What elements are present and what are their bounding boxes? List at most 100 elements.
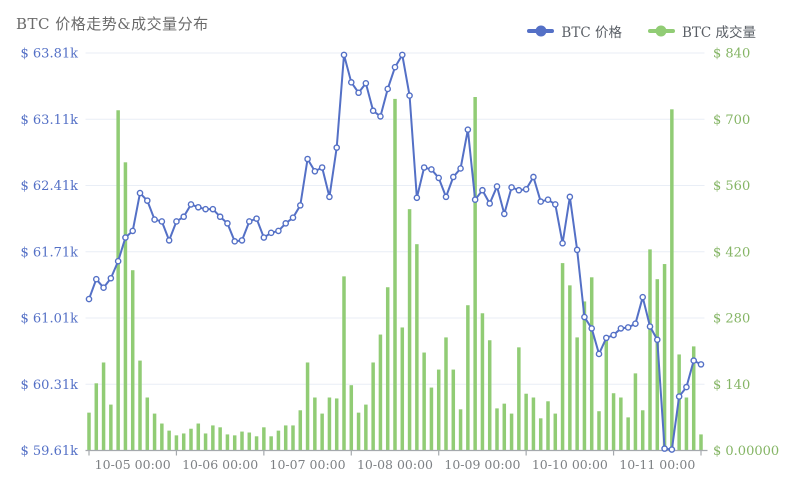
volume-bar[interactable] — [101, 362, 106, 451]
price-marker[interactable] — [632, 320, 639, 327]
volume-bar[interactable] — [225, 434, 230, 451]
volume-bar[interactable] — [130, 270, 135, 451]
price-marker[interactable] — [296, 202, 304, 209]
volume-bar[interactable] — [152, 413, 157, 451]
price-marker[interactable] — [697, 361, 705, 368]
price-marker[interactable] — [129, 227, 137, 235]
price-marker[interactable] — [413, 194, 421, 202]
price-marker[interactable] — [326, 193, 333, 201]
price-marker[interactable] — [588, 325, 596, 332]
volume-bar[interactable] — [298, 410, 303, 451]
volume-bar[interactable] — [553, 413, 558, 451]
volume-bar[interactable] — [597, 411, 601, 451]
volume-bar[interactable] — [356, 412, 361, 451]
volume-bar[interactable] — [415, 244, 419, 451]
volume-bar[interactable] — [444, 337, 448, 451]
price-marker[interactable] — [530, 173, 537, 181]
price-marker[interactable] — [187, 201, 195, 208]
volume-bar[interactable] — [436, 369, 441, 451]
volume-bar[interactable] — [611, 393, 616, 451]
volume-bar[interactable] — [648, 249, 652, 451]
price-marker[interactable] — [304, 155, 311, 163]
price-marker[interactable] — [595, 350, 603, 358]
price-marker[interactable] — [544, 196, 552, 203]
price-marker[interactable] — [267, 229, 275, 237]
price-marker[interactable] — [100, 284, 107, 292]
price-marker[interactable] — [85, 295, 93, 303]
price-marker[interactable] — [639, 293, 647, 301]
volume-bar[interactable] — [313, 397, 317, 451]
volume-bar[interactable] — [254, 436, 259, 451]
price-marker[interactable] — [355, 89, 362, 97]
volume-bar[interactable] — [458, 409, 463, 451]
volume-bar[interactable] — [531, 397, 536, 451]
volume-bar[interactable] — [174, 435, 179, 451]
volume-bar[interactable] — [371, 362, 375, 451]
volume-bar[interactable] — [640, 410, 645, 451]
volume-bar[interactable] — [575, 337, 579, 451]
volume-bar[interactable] — [604, 339, 609, 451]
price-marker[interactable] — [347, 79, 355, 86]
price-marker[interactable] — [464, 126, 472, 133]
price-marker[interactable] — [282, 220, 290, 227]
volume-bar[interactable] — [407, 209, 412, 451]
price-marker[interactable] — [522, 185, 530, 193]
volume-bar[interactable] — [655, 279, 660, 451]
volume-bar[interactable] — [538, 418, 543, 451]
price-marker[interactable] — [610, 331, 617, 339]
volume-bar[interactable] — [422, 352, 426, 451]
price-marker[interactable] — [500, 210, 508, 218]
price-marker[interactable] — [471, 196, 479, 203]
volume-bar[interactable] — [167, 430, 171, 451]
price-marker[interactable] — [435, 174, 443, 182]
legend-item-volume[interactable]: BTC 成交量 — [647, 21, 756, 41]
price-marker[interactable] — [136, 189, 144, 197]
volume-bar[interactable] — [400, 327, 405, 451]
price-marker[interactable] — [122, 234, 129, 241]
price-marker[interactable] — [362, 79, 370, 87]
volume-bar[interactable] — [109, 404, 113, 451]
price-marker[interactable] — [653, 336, 661, 344]
price-marker[interactable] — [202, 205, 209, 213]
volume-bar[interactable] — [517, 347, 521, 451]
volume-bar[interactable] — [276, 430, 281, 451]
volume-bar[interactable] — [305, 362, 310, 451]
price-marker[interactable] — [573, 246, 581, 254]
price-marker[interactable] — [391, 63, 399, 71]
volume-bar[interactable] — [582, 301, 587, 451]
price-marker[interactable] — [646, 323, 654, 330]
volume-bar[interactable] — [560, 263, 565, 451]
volume-bar[interactable] — [633, 373, 638, 451]
price-marker[interactable] — [398, 51, 406, 59]
price-marker[interactable] — [508, 184, 515, 191]
volume-bar[interactable] — [342, 276, 346, 451]
price-marker[interactable] — [180, 213, 188, 221]
price-marker[interactable] — [442, 193, 450, 201]
volume-bar[interactable] — [320, 413, 324, 451]
volume-bar[interactable] — [269, 436, 273, 451]
volume-bar[interactable] — [240, 431, 244, 451]
legend-item-price[interactable]: BTC 价格 — [527, 21, 622, 41]
price-marker[interactable] — [369, 107, 377, 115]
price-marker[interactable] — [114, 257, 122, 265]
price-marker[interactable] — [449, 173, 457, 181]
volume-bar[interactable] — [87, 412, 91, 451]
price-marker[interactable] — [275, 227, 282, 235]
price-marker[interactable] — [515, 186, 523, 194]
price-marker[interactable] — [209, 205, 217, 213]
price-marker[interactable] — [493, 183, 501, 190]
volume-bar[interactable] — [509, 413, 514, 451]
volume-bar[interactable] — [203, 433, 208, 451]
volume-bar[interactable] — [480, 313, 485, 451]
price-marker[interactable] — [194, 203, 202, 211]
price-marker[interactable] — [143, 197, 151, 204]
volume-bar[interactable] — [123, 162, 128, 451]
price-marker[interactable] — [551, 201, 559, 208]
volume-bar[interactable] — [291, 425, 295, 451]
volume-bar[interactable] — [619, 397, 623, 451]
price-marker[interactable] — [318, 164, 326, 171]
price-marker[interactable] — [92, 275, 100, 283]
price-marker[interactable] — [690, 357, 698, 364]
price-marker[interactable] — [675, 393, 683, 400]
